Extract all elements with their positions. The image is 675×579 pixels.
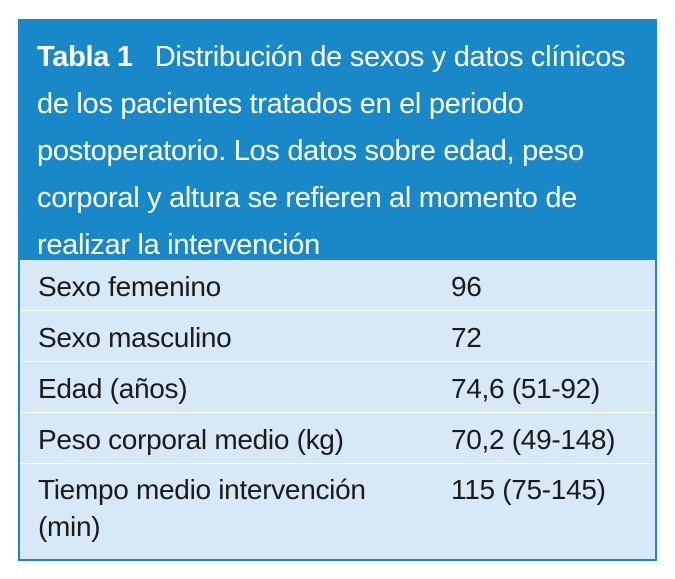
table-body: Sexo femenino 96 Sexo masculino 72 Edad … (20, 260, 655, 563)
row-label: Sexo masculino (38, 322, 232, 353)
row-value: 115 (75-145) (451, 474, 606, 505)
row-label: Peso corporal medio (kg) (38, 424, 344, 455)
row-label: Edad (años) (38, 373, 188, 404)
table-header: Tabla 1 Distribución de sexos y datos clí… (20, 21, 655, 261)
row-value: 70,2 (49-148) (451, 424, 616, 455)
row-label: Tiempo medio intervención (min) (38, 474, 366, 542)
table-row: Sexo masculino 72 (20, 311, 655, 362)
table-row: Tiempo medio intervención (min) 115 (75-… (20, 464, 655, 563)
table-row: Sexo femenino 96 (20, 260, 655, 311)
row-value: 72 (451, 322, 482, 353)
row-value: 74,6 (51-92) (451, 373, 600, 404)
table-caption: Distribución de sexos y datos clínicos d… (37, 41, 626, 261)
table-row: Edad (años) 74,6 (51-92) (20, 362, 655, 413)
clinical-data-table: Tabla 1 Distribución de sexos y datos clí… (18, 19, 657, 561)
row-label: Sexo femenino (38, 271, 221, 302)
row-value: 96 (451, 271, 482, 302)
table-row: Peso corporal medio (kg) 70,2 (49-148) (20, 413, 655, 464)
table-label: Tabla 1 (37, 41, 133, 73)
